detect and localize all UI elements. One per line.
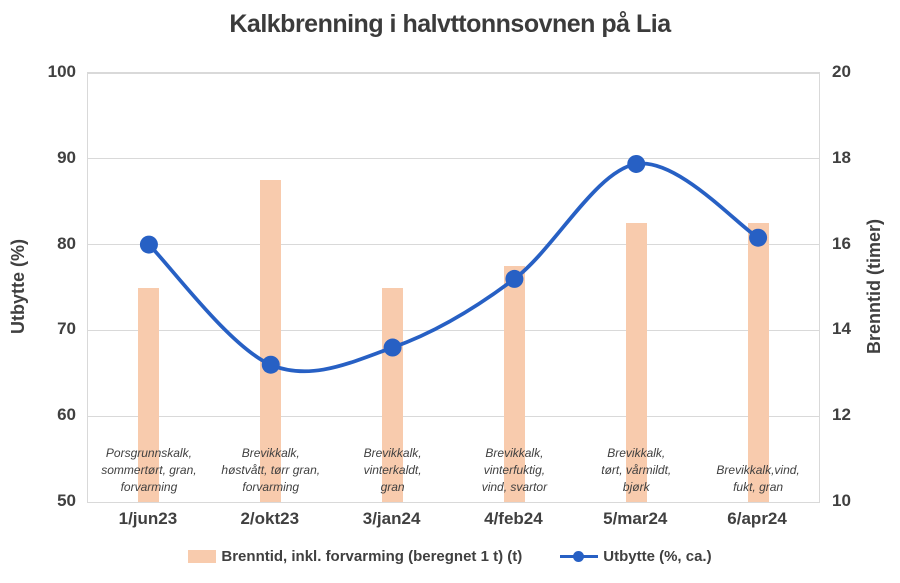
- line-marker: [383, 338, 402, 357]
- line-marker: [627, 154, 646, 173]
- right-axis-tick: 18: [832, 147, 851, 167]
- left-axis-tick: 90: [57, 147, 76, 167]
- category-annotation: Brevikkalk, tørt, vårmildt, bjørk: [601, 445, 672, 494]
- brenntid-bar: [625, 223, 647, 502]
- x-axis-label: 6/apr24: [727, 509, 787, 528]
- brenntid-bar: [138, 287, 160, 502]
- x-axis-label: 1/jun23: [118, 509, 178, 528]
- gridline: [88, 72, 819, 74]
- brenntid-bar: [260, 180, 282, 502]
- gridline: [88, 415, 819, 417]
- category-annotation: Brevikkalk, høstvått, tørr gran, forvarm…: [221, 445, 321, 494]
- category-annotation: Brevikkalk, vinterfuktig, vind, svartor: [481, 445, 548, 494]
- legend-line-marker-dot: [573, 551, 585, 562]
- right-axis-tick: 14: [832, 319, 851, 339]
- left-axis-tick: 70: [57, 319, 76, 339]
- left-axis-tick: 50: [57, 491, 76, 510]
- legend-label-utbytte: Utbytte (%, ca.): [603, 548, 712, 565]
- left-axis-tick: 100: [47, 62, 76, 81]
- left-axis-tick: 80: [57, 233, 76, 253]
- legend-item-brenntid: Brenntid, inkl. forvarming (beregnet 1 t…: [188, 548, 522, 565]
- chart-title: Kalkbrenning i halvttonnsovnen på Lia: [229, 10, 671, 38]
- left-axis-title: Utbytte (%): [8, 239, 28, 334]
- gridline: [88, 501, 819, 503]
- right-axis-tick: 10: [832, 491, 851, 510]
- category-annotation: Brevikkalk, vinterkaldt, gran: [363, 445, 422, 494]
- gridline: [88, 158, 819, 160]
- gridline: [88, 329, 819, 331]
- legend-label-brenntid: Brenntid, inkl. forvarming (beregnet 1 t…: [221, 548, 523, 565]
- category-annotation: Porsgrunnskalk, sommertørt, gran, forvar…: [101, 445, 197, 494]
- right-axis-tick: 16: [832, 233, 851, 253]
- right-axis-tick: 20: [832, 62, 851, 81]
- right-axis-tick: 12: [832, 405, 851, 425]
- legend: Brenntid, inkl. forvarming (beregnet 1 t…: [0, 548, 900, 565]
- right-axis-title: Brenntid (timer): [864, 219, 884, 354]
- left-axis-tick: 60: [57, 405, 76, 425]
- gridline: [88, 244, 819, 246]
- line-marker: [139, 235, 158, 254]
- x-axis-label: 4/feb24: [484, 509, 543, 528]
- legend-bar-swatch: [188, 550, 217, 563]
- x-axis-label: 2/okt23: [240, 509, 300, 528]
- legend-line-marker: [560, 551, 599, 562]
- utbytte-line: [139, 154, 768, 374]
- legend-item-utbytte: Utbytte (%, ca.): [560, 548, 712, 565]
- line-marker: [749, 228, 768, 247]
- line-marker: [505, 269, 524, 288]
- brenntid-bar: [747, 223, 769, 502]
- brenntid-bar: [503, 266, 525, 502]
- line-marker: [261, 355, 280, 374]
- utbytte-line-path: [147, 161, 760, 374]
- x-axis-label: 3/jan24: [362, 509, 421, 528]
- plot-area: Porsgrunnskalk, sommertørt, gran, forvar…: [87, 72, 820, 503]
- x-axis-label: 5/mar24: [603, 509, 668, 528]
- category-annotation: Brevikkalk,vind, fukt, gran: [716, 462, 800, 494]
